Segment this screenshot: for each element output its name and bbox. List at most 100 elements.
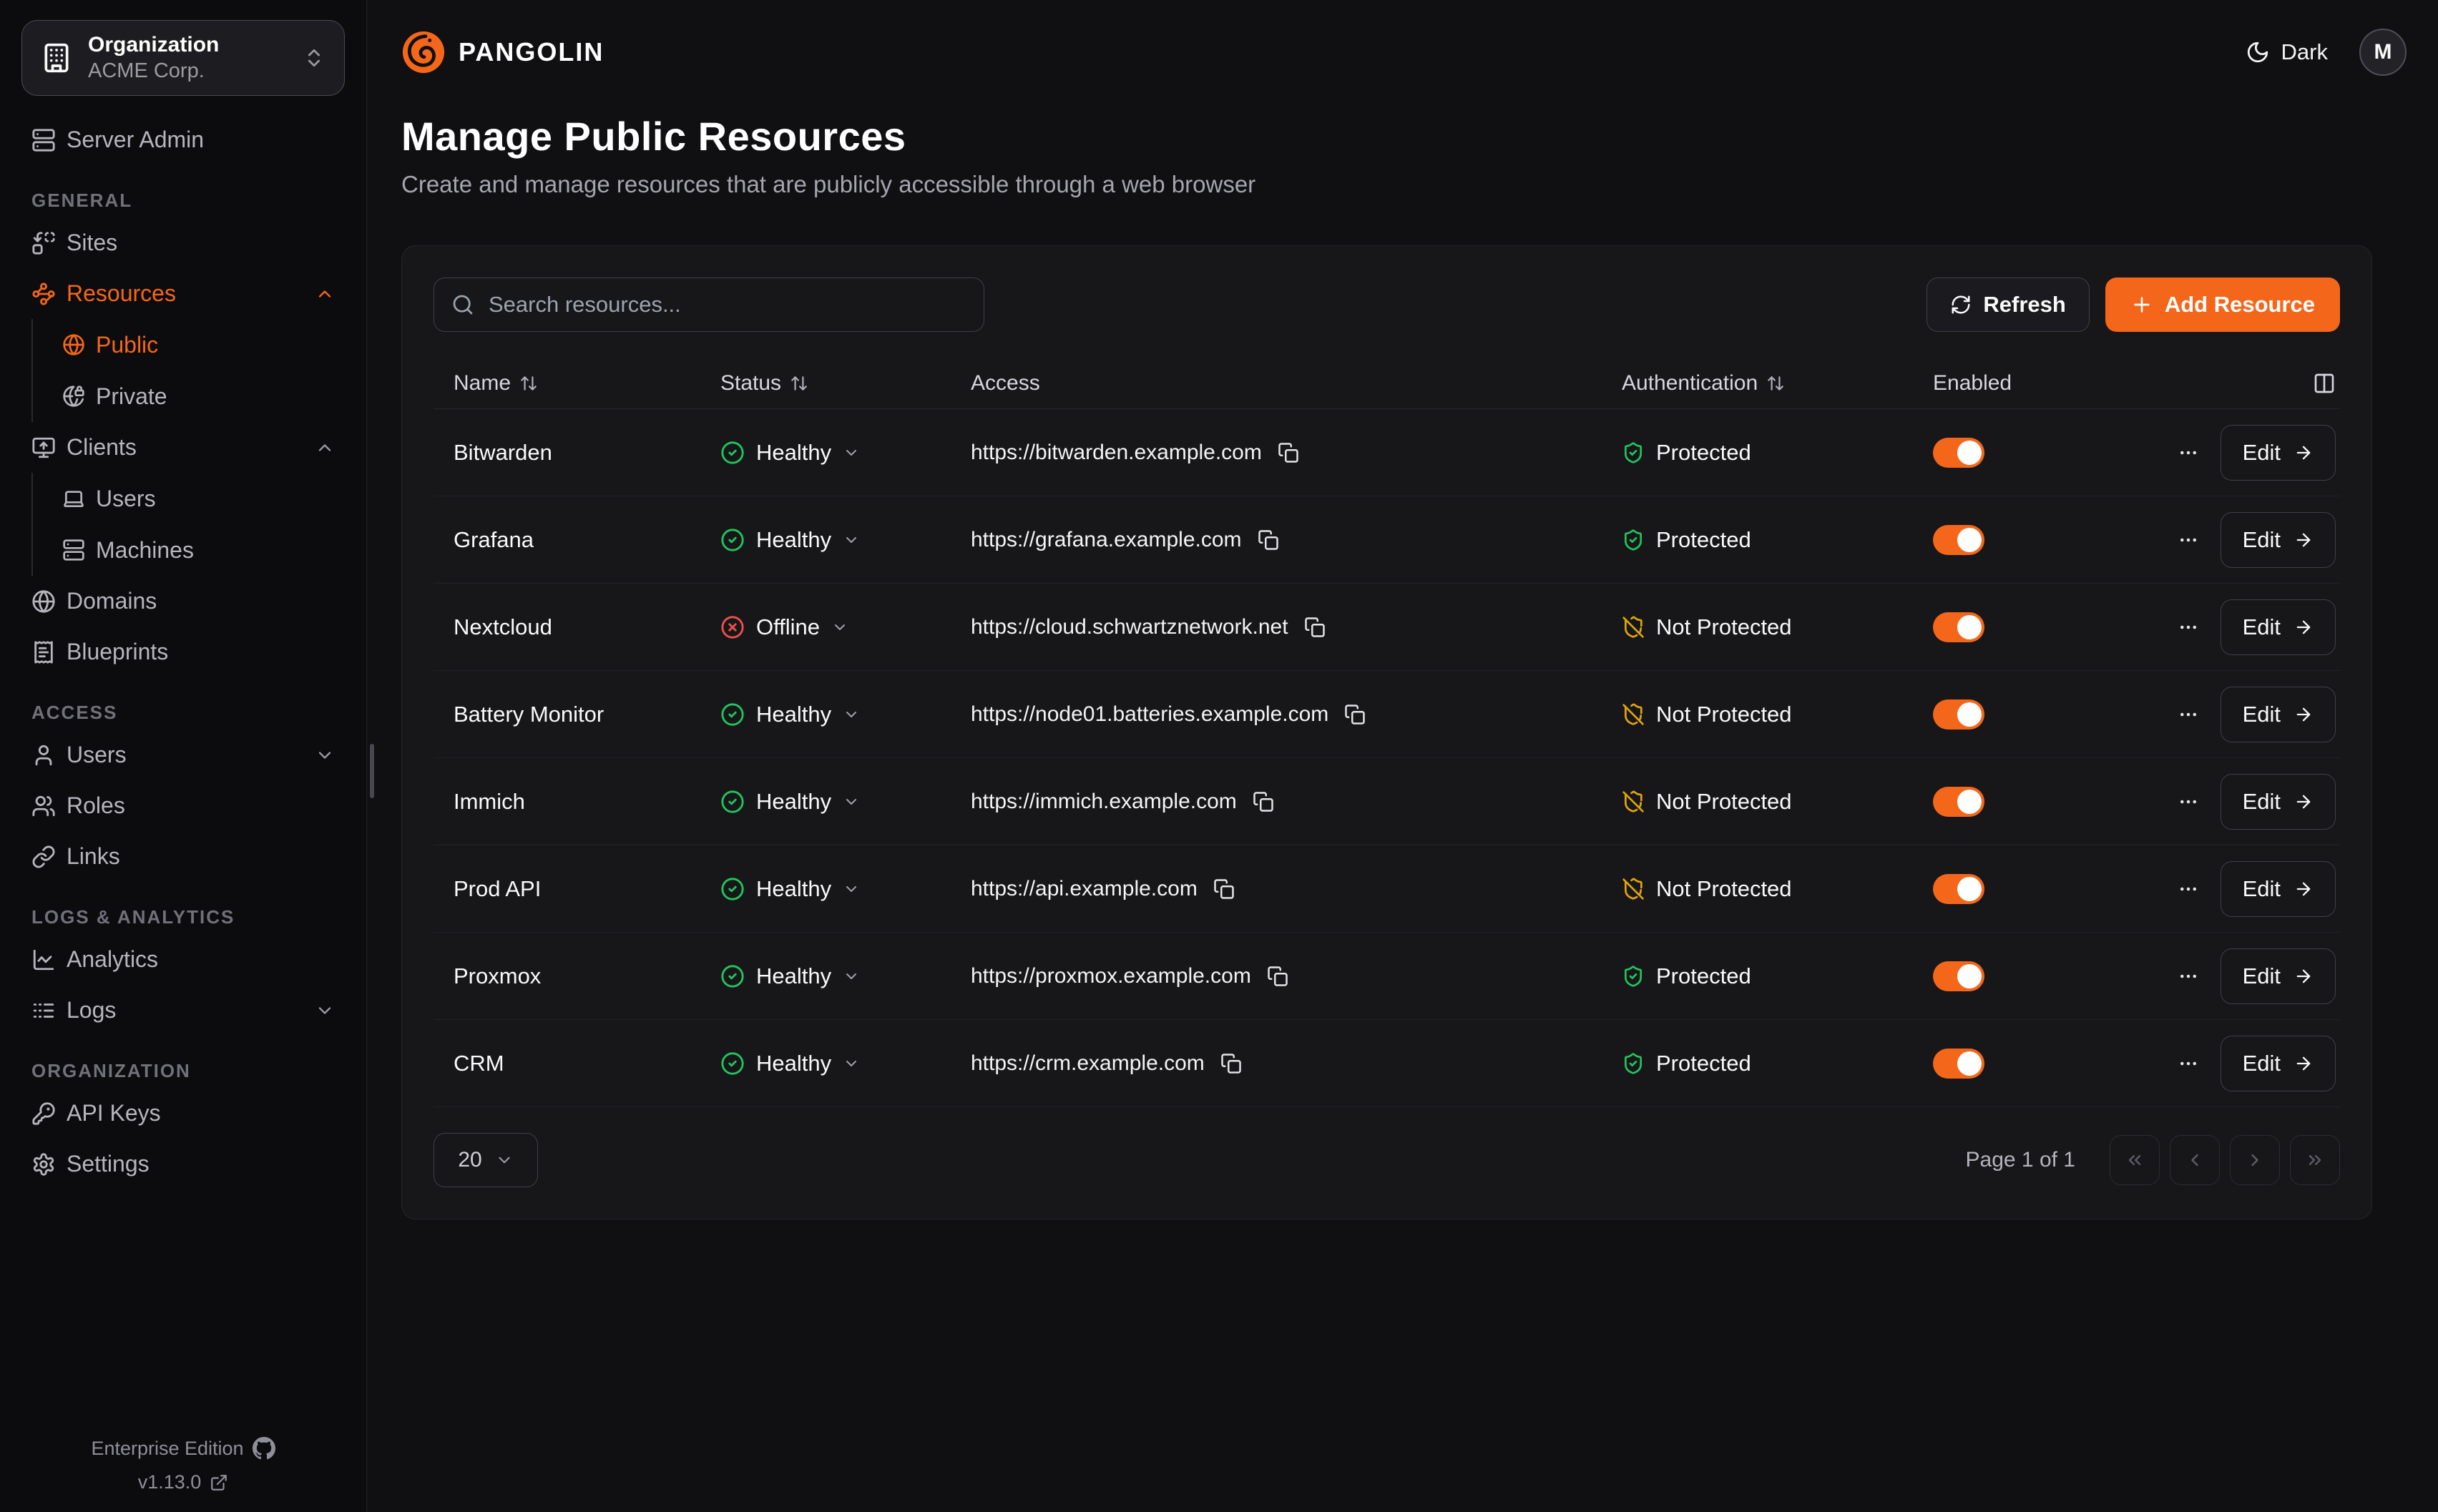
- edit-button[interactable]: Edit: [2220, 1035, 2336, 1091]
- column-header-authentication[interactable]: Authentication: [1602, 371, 1913, 396]
- sidebar-item-settings[interactable]: Settings: [21, 1139, 345, 1189]
- avatar-initial: M: [2374, 40, 2392, 64]
- sidebar-item-public[interactable]: Public: [62, 319, 345, 370]
- actions-cell: Edit: [2149, 1035, 2340, 1091]
- resource-name: Battery Monitor: [454, 701, 604, 727]
- sidebar-item-resources[interactable]: Resources: [21, 268, 345, 319]
- avatar[interactable]: M: [2359, 29, 2407, 76]
- sidebar-item-analytics[interactable]: Analytics: [21, 934, 345, 985]
- first-page-button[interactable]: [2110, 1135, 2160, 1185]
- row-menu-button[interactable]: [2178, 529, 2199, 551]
- waypoints-icon: [31, 282, 56, 306]
- status-badge[interactable]: Healthy: [700, 527, 951, 553]
- sidebar-item-users[interactable]: Users: [21, 730, 345, 780]
- edition-link[interactable]: Enterprise Edition: [91, 1437, 275, 1460]
- status-badge[interactable]: Healthy: [700, 963, 951, 989]
- sidebar-item-sites[interactable]: Sites: [21, 217, 345, 268]
- chevron-down-icon: [843, 444, 860, 461]
- sidebar-item-api-keys[interactable]: API Keys: [21, 1088, 345, 1139]
- page-size-select[interactable]: 20: [434, 1133, 538, 1187]
- sites-icon: [31, 231, 56, 255]
- resource-name: Proxmox: [454, 963, 542, 988]
- sidebar-item-clients[interactable]: Clients: [21, 422, 345, 473]
- row-menu-button[interactable]: [2178, 1053, 2199, 1074]
- enabled-toggle[interactable]: [1933, 873, 1984, 904]
- shield-off-icon: [1622, 703, 1645, 726]
- theme-toggle[interactable]: Dark: [2246, 39, 2328, 65]
- sidebar-item-label: Links: [67, 843, 120, 869]
- actions-cell: Edit: [2149, 773, 2340, 830]
- chevron-down-icon: [843, 531, 860, 549]
- shield-off-icon: [1622, 616, 1645, 639]
- status-badge[interactable]: Healthy: [700, 876, 951, 902]
- enabled-cell: [1913, 1048, 2149, 1079]
- search-input[interactable]: [489, 292, 966, 318]
- enabled-toggle[interactable]: [1933, 961, 1984, 991]
- sidebar-item-logs[interactable]: Logs: [21, 985, 345, 1036]
- table-row: Proxmox Healthy https://proxmox.example.…: [434, 933, 2340, 1020]
- sidebar-item-domains[interactable]: Domains: [21, 576, 345, 627]
- sidebar-item-private[interactable]: Private: [62, 370, 345, 422]
- row-menu-button[interactable]: [2178, 878, 2199, 900]
- sidebar-item-blueprints[interactable]: Blueprints: [21, 627, 345, 677]
- row-menu-button[interactable]: [2178, 704, 2199, 725]
- copy-url-button[interactable]: [1220, 1053, 1242, 1074]
- enabled-toggle[interactable]: [1933, 699, 1984, 730]
- scrollbar-thumb[interactable]: [370, 744, 374, 798]
- ellipsis-icon: [2178, 966, 2199, 987]
- sidebar-item-label: Users: [96, 485, 156, 511]
- sidebar-item-links[interactable]: Links: [21, 831, 345, 882]
- sidebar-item-server-admin[interactable]: Server Admin: [21, 114, 345, 165]
- sidebar-item-roles[interactable]: Roles: [21, 780, 345, 831]
- status-badge[interactable]: Offline: [700, 614, 951, 640]
- brand[interactable]: PANGOLIN: [401, 30, 604, 74]
- copy-url-button[interactable]: [1253, 791, 1274, 813]
- add-resource-button[interactable]: Add Resource: [2105, 278, 2340, 332]
- status-badge[interactable]: Healthy: [700, 702, 951, 727]
- receipt-icon: [31, 640, 56, 664]
- enabled-toggle[interactable]: [1933, 786, 1984, 817]
- row-menu-button[interactable]: [2178, 966, 2199, 987]
- refresh-button[interactable]: Refresh: [1927, 278, 2090, 332]
- theme-label: Dark: [2281, 39, 2328, 64]
- copy-url-button[interactable]: [1213, 878, 1235, 900]
- version-link[interactable]: v1.13.0: [138, 1471, 229, 1493]
- organization-selector[interactable]: Organization ACME Corp.: [21, 20, 345, 96]
- enabled-toggle[interactable]: [1933, 612, 1984, 642]
- edit-button[interactable]: Edit: [2220, 599, 2336, 655]
- table-row: Nextcloud Offline https://cloud.schwartz…: [434, 584, 2340, 671]
- status-badge[interactable]: Healthy: [700, 789, 951, 815]
- sidebar-item-client-users[interactable]: Users: [62, 473, 345, 524]
- column-header-status[interactable]: Status: [700, 371, 951, 396]
- edit-button[interactable]: Edit: [2220, 860, 2336, 917]
- next-page-button[interactable]: [2230, 1135, 2280, 1185]
- prev-page-button[interactable]: [2170, 1135, 2220, 1185]
- enabled-toggle[interactable]: [1933, 524, 1984, 555]
- copy-url-button[interactable]: [1304, 617, 1326, 638]
- ellipsis-icon: [2178, 704, 2199, 725]
- column-settings-button[interactable]: [2313, 372, 2336, 395]
- enabled-toggle[interactable]: [1933, 1048, 1984, 1079]
- enabled-toggle[interactable]: [1933, 437, 1984, 468]
- auth-cell: Protected: [1602, 1051, 1913, 1076]
- row-menu-button[interactable]: [2178, 442, 2199, 463]
- column-header-enabled: Enabled: [1933, 370, 2012, 395]
- column-header-name[interactable]: Name: [434, 371, 700, 396]
- copy-url-button[interactable]: [1258, 529, 1279, 551]
- copy-url-button[interactable]: [1278, 442, 1299, 463]
- copy-url-button[interactable]: [1344, 704, 1366, 725]
- edit-button[interactable]: Edit: [2220, 424, 2336, 481]
- row-menu-button[interactable]: [2178, 617, 2199, 638]
- edit-button[interactable]: Edit: [2220, 511, 2336, 568]
- chevron-down-icon: [843, 793, 860, 810]
- edit-button[interactable]: Edit: [2220, 773, 2336, 830]
- sidebar-item-machines[interactable]: Machines: [62, 524, 345, 576]
- copy-url-button[interactable]: [1267, 966, 1288, 987]
- status-badge[interactable]: Healthy: [700, 1051, 951, 1076]
- row-menu-button[interactable]: [2178, 791, 2199, 813]
- edit-button[interactable]: Edit: [2220, 686, 2336, 742]
- last-page-button[interactable]: [2290, 1135, 2340, 1185]
- status-badge[interactable]: Healthy: [700, 440, 951, 466]
- table-row: Battery Monitor Healthy https://node01.b…: [434, 671, 2340, 758]
- edit-button[interactable]: Edit: [2220, 948, 2336, 1004]
